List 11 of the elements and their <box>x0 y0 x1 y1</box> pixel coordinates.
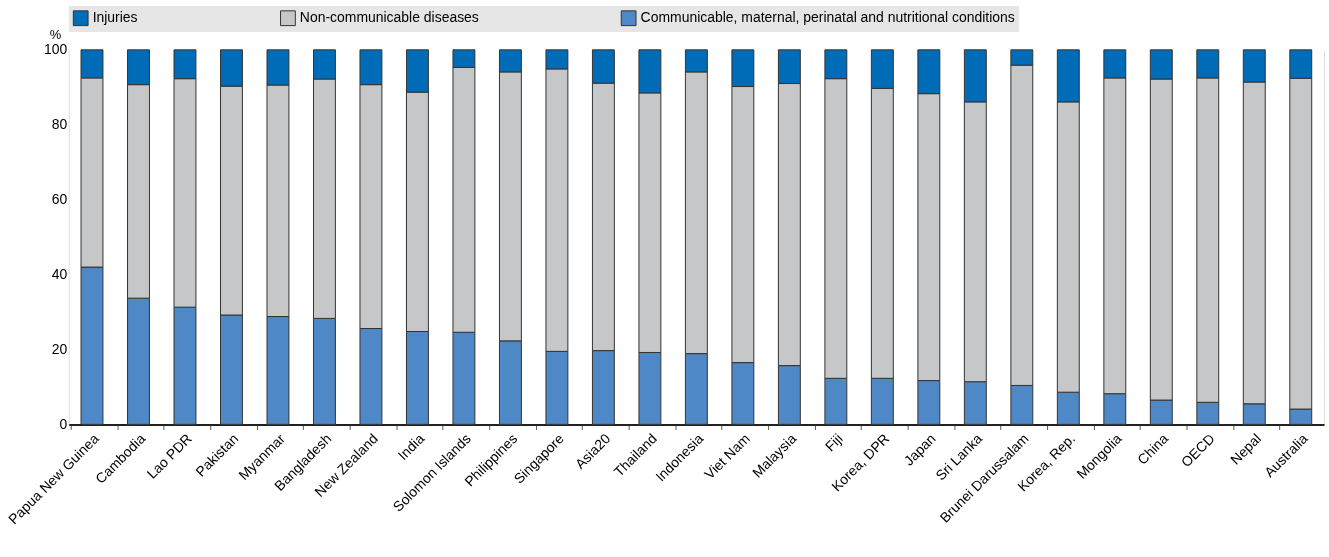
legend-label: Non-communicable diseases <box>299 9 479 26</box>
y-axis-title: % <box>49 27 62 43</box>
y-tick-label: 20 <box>51 340 68 357</box>
y-tick-label: 60 <box>51 191 68 208</box>
y-tick-label: 0 <box>59 415 68 432</box>
legend-label: Injuries <box>92 9 138 26</box>
y-tick-label: 100 <box>43 41 68 58</box>
y-tick-label: 80 <box>51 116 68 133</box>
legend-label: Communicable, maternal, perinatal and nutritional conditions <box>640 9 1015 26</box>
y-tick-label: 40 <box>51 266 68 283</box>
x-tick-label: Fiji <box>821 430 846 455</box>
